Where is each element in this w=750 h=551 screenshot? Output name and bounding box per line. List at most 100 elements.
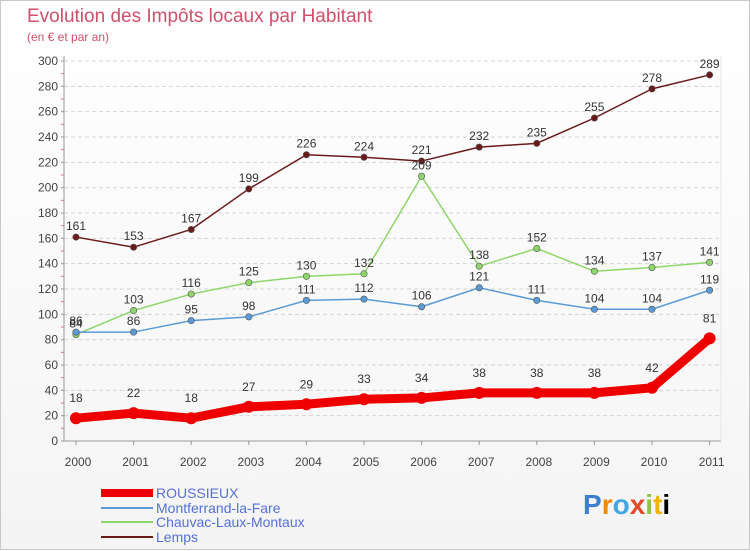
data-label: 95	[185, 303, 199, 317]
data-label: 132	[354, 256, 374, 270]
y-tick-label: 200	[38, 181, 58, 195]
data-label: 38	[473, 366, 487, 380]
series-line-1	[75, 286, 711, 333]
data-label: 141	[700, 244, 720, 258]
logo-letter: o	[612, 489, 630, 520]
data-point	[360, 153, 368, 161]
y-tick-label: 180	[38, 206, 58, 220]
data-label: 98	[242, 299, 256, 313]
logo-letter: i	[645, 489, 654, 520]
data-label: 278	[642, 71, 662, 85]
data-point	[242, 400, 255, 413]
legend-label-roussieux: ROUSSIEUX	[156, 485, 239, 501]
y-tick-label: 160	[38, 231, 58, 245]
data-point	[648, 263, 656, 271]
data-point	[245, 313, 253, 321]
chart-subtitle: (en € et par an)	[27, 30, 110, 44]
data-point	[590, 305, 598, 313]
data-label: 224	[354, 139, 374, 153]
data-label: 38	[588, 366, 602, 380]
data-point	[418, 172, 426, 180]
data-label: 289	[700, 57, 720, 71]
y-tick-label: 100	[38, 307, 58, 321]
data-label: 199	[239, 171, 259, 185]
legend-swatch-roussieux	[101, 489, 153, 497]
data-label: 86	[69, 314, 83, 328]
data-point	[360, 270, 368, 278]
data-point	[590, 267, 598, 275]
chart-title: Evolution des Impôts locaux par Habitant	[27, 6, 373, 27]
data-point	[475, 262, 483, 270]
y-tick-label: 40	[45, 383, 59, 397]
data-label: 130	[296, 258, 316, 272]
data-point	[706, 71, 714, 79]
x-tick-label: 2001	[122, 455, 149, 469]
data-label: 42	[645, 361, 659, 375]
y-tick-label: 0	[51, 434, 58, 448]
y-tick-label: 280	[38, 79, 58, 93]
data-label: 86	[127, 314, 141, 328]
data-point	[302, 296, 310, 304]
data-label: 116	[182, 276, 201, 290]
y-tick-label: 140	[38, 257, 58, 271]
data-point	[415, 391, 428, 404]
data-point	[185, 412, 198, 425]
proxiti-logo: Proxiti	[583, 489, 670, 521]
data-label: 29	[300, 377, 314, 391]
data-point	[706, 286, 714, 294]
data-label: 209	[412, 158, 432, 172]
data-point	[418, 303, 426, 311]
x-tick-label: 2003	[237, 455, 264, 469]
data-point	[302, 272, 310, 280]
data-label: 18	[185, 391, 199, 405]
data-point	[245, 185, 253, 193]
logo-letter: i	[662, 489, 671, 520]
data-point	[127, 407, 140, 420]
data-label: 103	[124, 293, 144, 307]
data-label: 232	[469, 129, 489, 143]
x-tick-label: 2007	[468, 455, 495, 469]
x-tick-label: 2006	[410, 455, 437, 469]
y-tick-label: 20	[45, 409, 59, 423]
legend-swatch-montferrand	[101, 506, 153, 509]
data-label: 153	[124, 229, 144, 243]
legend-label-lemps: Lemps	[156, 528, 199, 545]
data-label: 106	[412, 289, 432, 303]
logo-letter: t	[653, 489, 663, 520]
logo-letter: P	[583, 489, 602, 520]
logo-letter: r	[601, 489, 613, 520]
data-label: 112	[354, 281, 373, 295]
y-tick-label: 120	[38, 282, 58, 296]
data-point	[475, 284, 483, 292]
data-point	[418, 157, 426, 165]
data-point	[130, 243, 138, 251]
data-label: 34	[415, 371, 429, 385]
data-label: 138	[469, 248, 489, 262]
data-label: 111	[528, 282, 547, 296]
data-label: 255	[584, 100, 604, 114]
data-point	[302, 151, 310, 159]
data-label: 104	[642, 291, 662, 305]
data-point	[703, 332, 716, 345]
data-point	[187, 290, 195, 298]
data-point	[475, 143, 483, 151]
data-point	[130, 328, 138, 336]
data-point	[473, 386, 486, 399]
x-tick-label: 2009	[583, 455, 610, 469]
data-label: 221	[412, 143, 432, 157]
legend-label-chauvac: Chauvac-Laux-Montaux	[156, 514, 305, 530]
y-tick-label: 240	[38, 130, 58, 144]
data-label: 104	[584, 291, 604, 305]
data-point	[646, 381, 658, 394]
data-point	[358, 393, 370, 406]
data-point	[533, 244, 541, 252]
data-point	[706, 258, 714, 266]
data-label: 33	[357, 372, 371, 386]
data-label: 125	[239, 265, 259, 279]
data-point	[70, 412, 82, 425]
data-point	[130, 307, 138, 315]
x-tick-label: 2011	[699, 455, 725, 469]
data-point	[648, 305, 656, 313]
data-point	[72, 233, 80, 241]
data-label: 27	[242, 380, 256, 394]
